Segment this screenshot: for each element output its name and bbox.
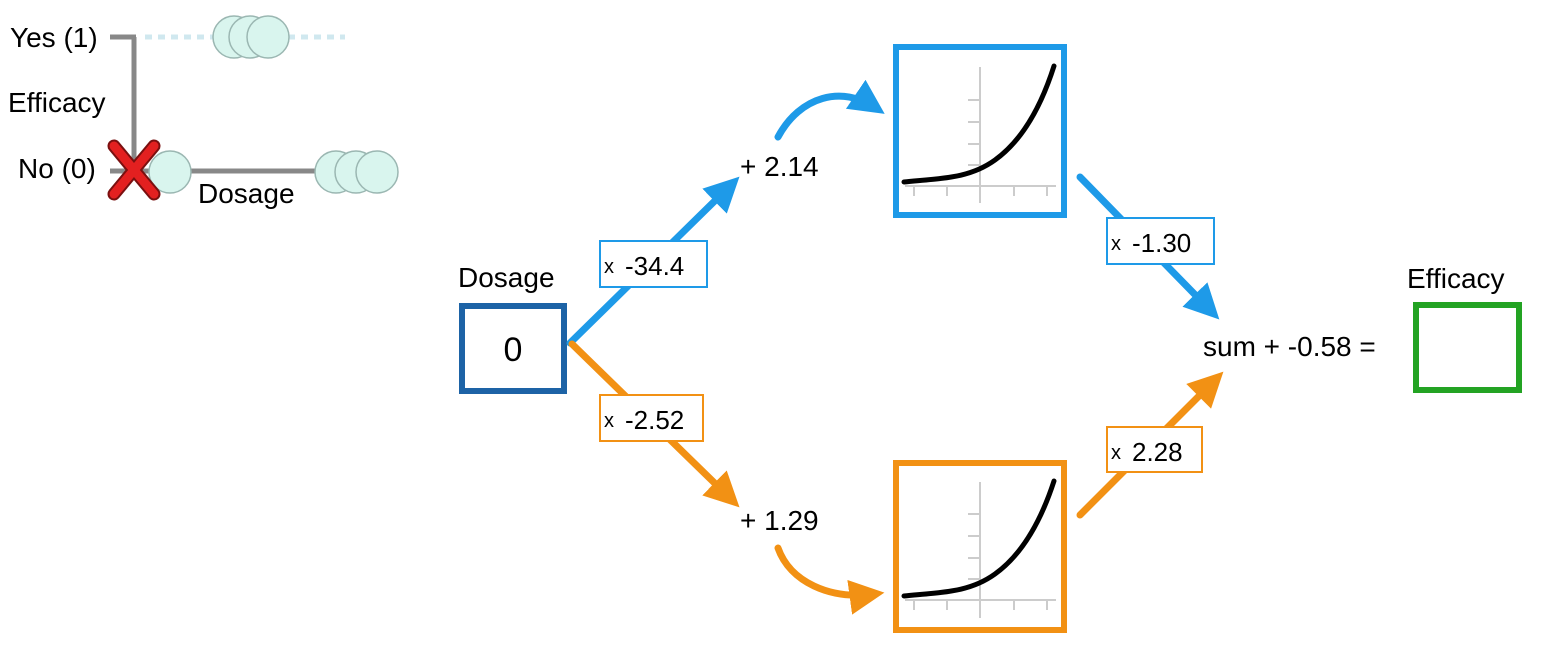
bottom-weight-value: -2.52 <box>625 405 684 435</box>
top-out-weight-value: -1.30 <box>1132 228 1191 258</box>
bottom-out-weight-value: 2.28 <box>1132 437 1183 467</box>
bottom-activation-curve <box>901 478 1057 599</box>
bottom-out-weight-box <box>1106 426 1203 473</box>
mini-plot-xlabel: Dosage <box>198 178 295 209</box>
top-weight-prefix: x <box>604 256 614 278</box>
bottom-activation-plot <box>901 478 1057 618</box>
mini-plot-tick-yes-label: Yes (1) <box>10 22 98 53</box>
data-point <box>355 150 399 194</box>
input-value: 0 <box>504 331 523 369</box>
top-bias: + 2.14 <box>740 151 819 182</box>
top-weight-value: -34.4 <box>625 251 684 281</box>
bottom-bias-arrow <box>774 544 885 615</box>
mini-plot-ylabel: Efficacy <box>8 87 106 118</box>
red-x-icon <box>107 139 161 201</box>
sum-expression: sum + -0.58 = <box>1203 331 1376 362</box>
mini-plot: Yes (1) Efficacy No (0) Dosage <box>8 15 399 209</box>
top-activation-curve <box>901 63 1057 185</box>
bottom-weight-box <box>599 394 704 442</box>
top-activation-plot <box>901 63 1057 203</box>
bottom-weight-prefix: x <box>604 410 614 432</box>
top-weight-box <box>599 240 708 288</box>
mini-plot-tick-no-label: No (0) <box>18 153 96 184</box>
top-bias-arrow <box>774 79 885 141</box>
mini-plot-yes-points <box>212 15 290 59</box>
output-label: Efficacy <box>1407 263 1505 294</box>
input-box <box>459 303 567 394</box>
data-point <box>246 15 290 59</box>
data-point <box>148 150 192 194</box>
input-label: Dosage <box>458 262 555 293</box>
top-out-weight-prefix: x <box>1111 233 1121 255</box>
bottom-out-weight-prefix: x <box>1111 442 1121 464</box>
mini-plot-no-points <box>148 150 399 194</box>
bottom-bias: + 1.29 <box>740 505 819 536</box>
top-out-weight-box <box>1106 217 1215 265</box>
output-box <box>1413 302 1522 393</box>
